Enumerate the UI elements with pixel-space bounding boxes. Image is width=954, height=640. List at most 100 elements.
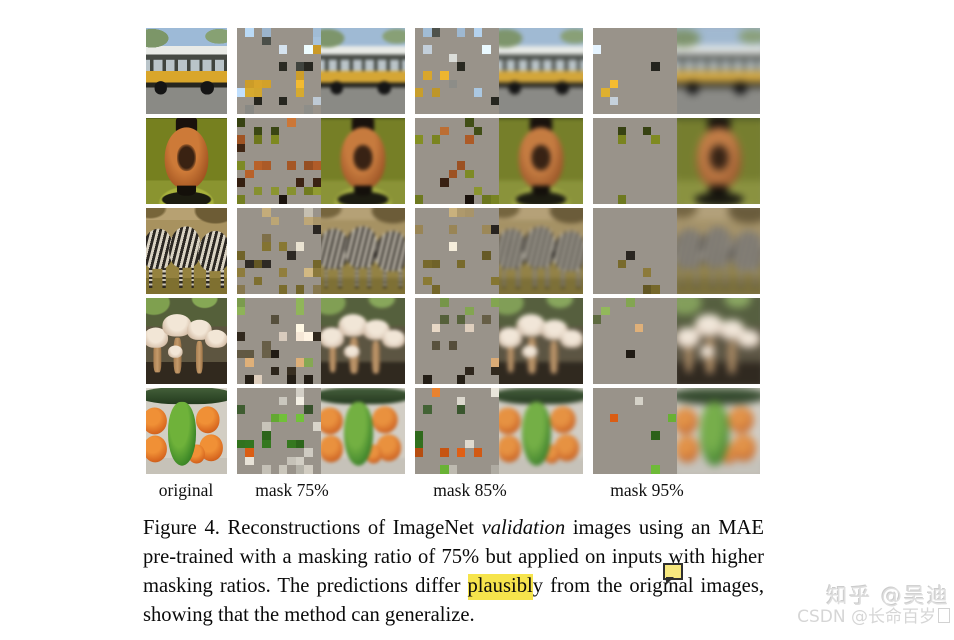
- mask-patch: [415, 448, 424, 457]
- mask-patch: [448, 169, 457, 179]
- mask-patch: [245, 456, 254, 466]
- scene-feature: [383, 262, 387, 288]
- mask-patch: [270, 126, 279, 136]
- mask-patch: [304, 186, 313, 196]
- scene-feature: [154, 81, 168, 95]
- mask-patch: [643, 268, 652, 277]
- mask-patch: [601, 306, 610, 316]
- scene-feature: [507, 342, 515, 372]
- mask-patch: [279, 285, 288, 294]
- mask-patch: [473, 126, 483, 136]
- mask-patch: [312, 36, 321, 46]
- mask-patch: [312, 28, 321, 37]
- scene-feature: [559, 329, 583, 348]
- mask-patch: [237, 118, 246, 127]
- scene-feature: [733, 81, 747, 95]
- mask-patch: [618, 195, 627, 204]
- mask-patch: [626, 349, 635, 359]
- mask-patch: [448, 465, 457, 474]
- mask-patch: [262, 259, 271, 269]
- scene-vase: [321, 118, 405, 204]
- mask-patch: [279, 62, 288, 71]
- mask-patch: [312, 216, 321, 226]
- scene-zebras: [676, 208, 760, 294]
- scene-feature: [516, 262, 520, 288]
- mask-patch: [262, 242, 271, 251]
- mask-patch: [490, 276, 499, 286]
- reconstruction-image: [676, 118, 760, 204]
- mask-patch: [279, 45, 288, 54]
- scene-feature: [676, 228, 705, 270]
- scene-feature: [206, 262, 210, 288]
- caption-text: images using an MAE pre-trained with a m…: [143, 517, 764, 597]
- mask-patch: [473, 28, 483, 37]
- mask-patch: [490, 366, 499, 376]
- csdn-watermark: CSDN @长命百岁: [797, 602, 950, 627]
- mask-patch: [482, 45, 491, 54]
- scene-feature: [146, 388, 227, 405]
- mask-patch: [279, 96, 288, 106]
- mask-patch: [668, 413, 677, 423]
- mask-patch: [457, 375, 466, 384]
- scene-feature: [508, 81, 522, 95]
- mask-patch: [473, 186, 483, 196]
- figure-cell-school-bus-original: [146, 28, 227, 114]
- mask-patch: [304, 375, 313, 384]
- scene-feature: [710, 262, 715, 288]
- scene-feature: [146, 327, 169, 348]
- mask-patch: [237, 88, 246, 97]
- mask-patch: [448, 208, 457, 217]
- mask-patch: [262, 208, 271, 217]
- scene-vase: [499, 118, 583, 204]
- mask-patch: [270, 216, 279, 226]
- mask-patch: [465, 306, 474, 316]
- scene-feature: [685, 81, 699, 95]
- original-image: [146, 118, 227, 204]
- mask-patch: [423, 259, 432, 269]
- mask-patch: [287, 186, 296, 196]
- mask-patch: [253, 161, 263, 170]
- reconstruction-image: [676, 298, 760, 384]
- mask-patch: [312, 268, 321, 277]
- masked-input-image: [237, 208, 321, 294]
- scene-feature: [372, 341, 380, 374]
- mask-patch: [279, 268, 288, 277]
- mask-patch: [279, 332, 288, 341]
- mask-patch: [618, 259, 627, 269]
- mask-patch: [237, 306, 246, 316]
- scene-feature: [522, 402, 552, 466]
- scene-feature: [344, 402, 374, 466]
- masked-input-image: [593, 118, 677, 204]
- reconstruction-image: [499, 388, 583, 474]
- mask-patch: [245, 169, 254, 179]
- mask-patch: [593, 45, 602, 54]
- scene-feature: [168, 345, 183, 359]
- mask-patch: [312, 178, 321, 187]
- scene-feature: [730, 230, 760, 272]
- mask-patch: [651, 285, 660, 294]
- scene-feature: [699, 402, 729, 466]
- mask-patch: [245, 79, 254, 89]
- reconstruction-image: [499, 118, 583, 204]
- zhihu-watermark-text: 知乎 @吴迪: [826, 584, 950, 608]
- scene-feature: [738, 262, 743, 288]
- mask-patch: [609, 413, 619, 423]
- mask-patch: [237, 135, 246, 144]
- annotation-note-icon[interactable]: [663, 563, 683, 585]
- scene-zebras: [146, 208, 227, 294]
- figure-cell-vase-mask85: [415, 118, 583, 204]
- mask-patch: [295, 298, 305, 307]
- scene-feature: [499, 435, 522, 462]
- figure-cell-mushrooms-mask95: [593, 298, 760, 384]
- scene-feature: [553, 230, 583, 272]
- mask-patch: [295, 323, 305, 333]
- mask-patch: [643, 126, 652, 136]
- mask-patch: [423, 375, 432, 384]
- mask-patch: [270, 135, 279, 144]
- scene-feature: [338, 262, 342, 288]
- mask-patch: [465, 118, 474, 127]
- scene-feature: [191, 262, 195, 288]
- mask-patch: [287, 366, 296, 376]
- reconstruction-image: [676, 28, 760, 114]
